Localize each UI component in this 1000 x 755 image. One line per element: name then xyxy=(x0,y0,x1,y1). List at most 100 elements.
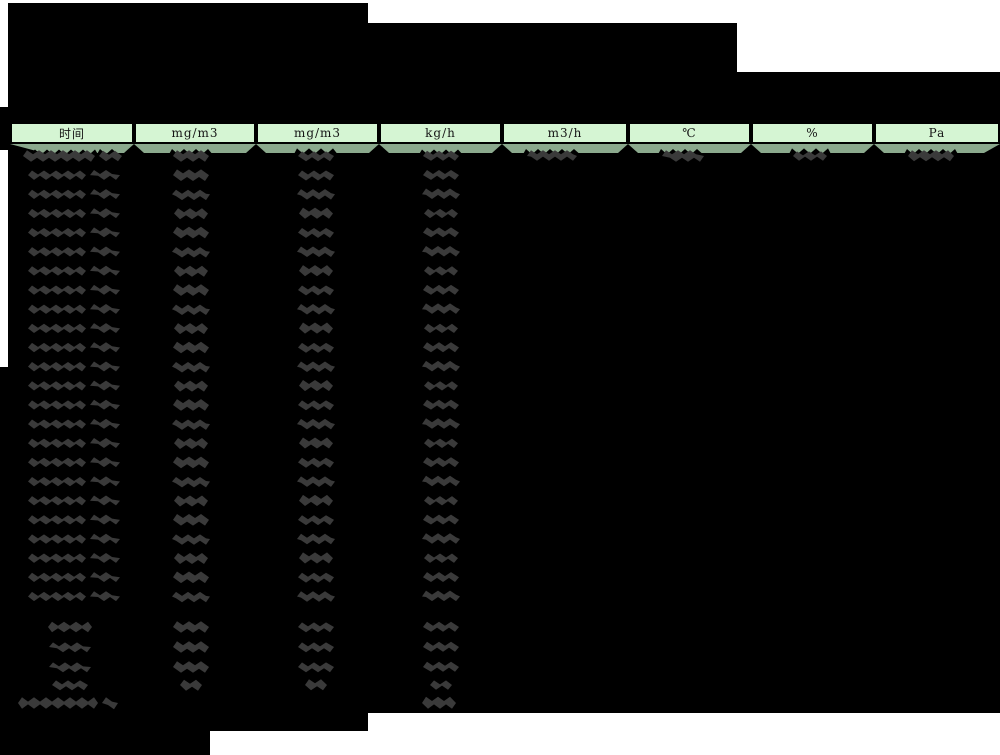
redacted-value-scribble xyxy=(90,169,120,180)
redacted-value-scribble xyxy=(28,208,86,219)
redacted-value-scribble xyxy=(28,438,86,448)
redacted-value-scribble xyxy=(172,362,210,373)
redacted-value-scribble xyxy=(173,284,209,296)
redacted-value-scribble xyxy=(48,621,92,633)
redacted-value-scribble xyxy=(173,571,209,584)
redaction-wedge xyxy=(864,144,884,153)
redacted-value-scribble xyxy=(28,285,86,295)
redacted-value-scribble xyxy=(424,438,458,448)
redacted-value-scribble xyxy=(298,342,334,353)
redacted-value-scribble xyxy=(28,362,86,372)
redacted-value-scribble xyxy=(298,400,334,411)
redacted-value-scribble xyxy=(297,361,335,372)
header-cell-label: kg/h xyxy=(425,126,456,140)
redacted-value-scribble xyxy=(422,590,460,602)
redacted-value-scribble xyxy=(299,379,333,392)
redacted-value-scribble xyxy=(424,323,458,334)
redaction-wedge xyxy=(369,144,389,153)
redacted-value-scribble xyxy=(424,381,458,391)
redacted-value-scribble xyxy=(173,621,209,633)
redacted-value-scribble xyxy=(28,534,86,544)
redacted-value-scribble xyxy=(298,642,334,653)
redacted-value-scribble xyxy=(793,151,827,161)
redacted-value-scribble xyxy=(90,476,120,487)
redacted-value-scribble xyxy=(90,418,120,429)
redacted-value-scribble xyxy=(90,457,120,468)
redacted-value-scribble xyxy=(28,323,86,334)
redacted-value-scribble xyxy=(174,265,208,277)
redacted-value-scribble xyxy=(28,476,86,487)
redaction-wedge xyxy=(10,144,44,153)
redacted-value-scribble xyxy=(908,150,954,162)
redacted-value-scribble xyxy=(297,189,335,200)
redacted-value-scribble xyxy=(90,342,120,353)
redacted-value-scribble xyxy=(28,553,86,563)
redacted-value-scribble xyxy=(90,303,120,314)
redacted-value-scribble xyxy=(527,150,577,161)
redacted-value-scribble xyxy=(28,496,86,506)
redacted-value-scribble xyxy=(28,266,86,276)
header-cell-5: ℃ xyxy=(628,122,751,144)
header-cell-label: ℃ xyxy=(682,126,697,140)
redacted-value-scribble xyxy=(430,680,452,690)
redacted-value-scribble xyxy=(298,457,334,468)
header-cell-label: Pa xyxy=(928,126,946,140)
header-cell-label: 时间 xyxy=(58,126,85,141)
redacted-value-scribble xyxy=(28,457,86,468)
redacted-value-scribble xyxy=(298,285,334,296)
redacted-value-scribble xyxy=(298,515,334,526)
redaction-block xyxy=(0,367,1000,713)
redacted-value-scribble xyxy=(90,514,120,525)
redacted-value-scribble xyxy=(299,494,333,506)
redacted-value-scribble xyxy=(90,495,120,506)
redacted-value-scribble xyxy=(49,642,91,653)
header-cell-label: m3/h xyxy=(547,126,583,140)
redacted-value-scribble xyxy=(424,553,458,563)
header-cell-2: mg/m3 xyxy=(256,122,379,144)
header-cell-label: mg/m3 xyxy=(293,126,342,140)
redacted-value-scribble xyxy=(172,247,210,258)
redacted-value-scribble xyxy=(173,399,209,411)
redacted-value-scribble xyxy=(423,572,459,582)
header-cell-4: m3/h xyxy=(502,122,628,144)
redacted-value-scribble xyxy=(173,150,209,162)
redacted-value-scribble xyxy=(299,265,333,277)
redaction-block xyxy=(8,72,1000,107)
redacted-value-scribble xyxy=(422,360,460,372)
redacted-value-scribble xyxy=(90,265,120,276)
redacted-value-scribble xyxy=(423,169,459,180)
redacted-value-scribble xyxy=(28,247,86,257)
redacted-value-scribble xyxy=(298,572,334,583)
header-cell-1: mg/m3 xyxy=(134,122,256,144)
redaction-wedge xyxy=(124,144,144,153)
redacted-value-scribble xyxy=(174,323,208,335)
redacted-value-scribble xyxy=(52,680,88,691)
redacted-value-scribble xyxy=(299,437,333,449)
redacted-value-scribble xyxy=(28,189,86,199)
redacted-value-scribble xyxy=(102,697,118,710)
redacted-value-scribble xyxy=(424,496,458,506)
redacted-value-scribble xyxy=(28,572,86,582)
redacted-value-scribble xyxy=(28,304,86,314)
redacted-value-scribble xyxy=(174,380,208,392)
redacted-value-scribble xyxy=(18,697,98,709)
redacted-value-scribble xyxy=(299,552,333,564)
redaction-block xyxy=(8,150,1000,367)
redacted-value-scribble xyxy=(422,303,460,314)
redacted-value-scribble xyxy=(28,515,86,525)
header-cell-6: % xyxy=(751,122,874,144)
redaction-wedge xyxy=(246,144,266,153)
redacted-value-scribble xyxy=(174,552,208,564)
redacted-value-scribble xyxy=(173,341,209,354)
redacted-value-scribble xyxy=(297,418,335,430)
redacted-value-scribble xyxy=(28,419,86,429)
redacted-value-scribble xyxy=(297,303,335,315)
redaction-block xyxy=(8,3,368,23)
header-cell-7: Pa xyxy=(874,122,1000,144)
redacted-value-scribble xyxy=(28,342,86,353)
redacted-value-scribble xyxy=(423,342,459,353)
